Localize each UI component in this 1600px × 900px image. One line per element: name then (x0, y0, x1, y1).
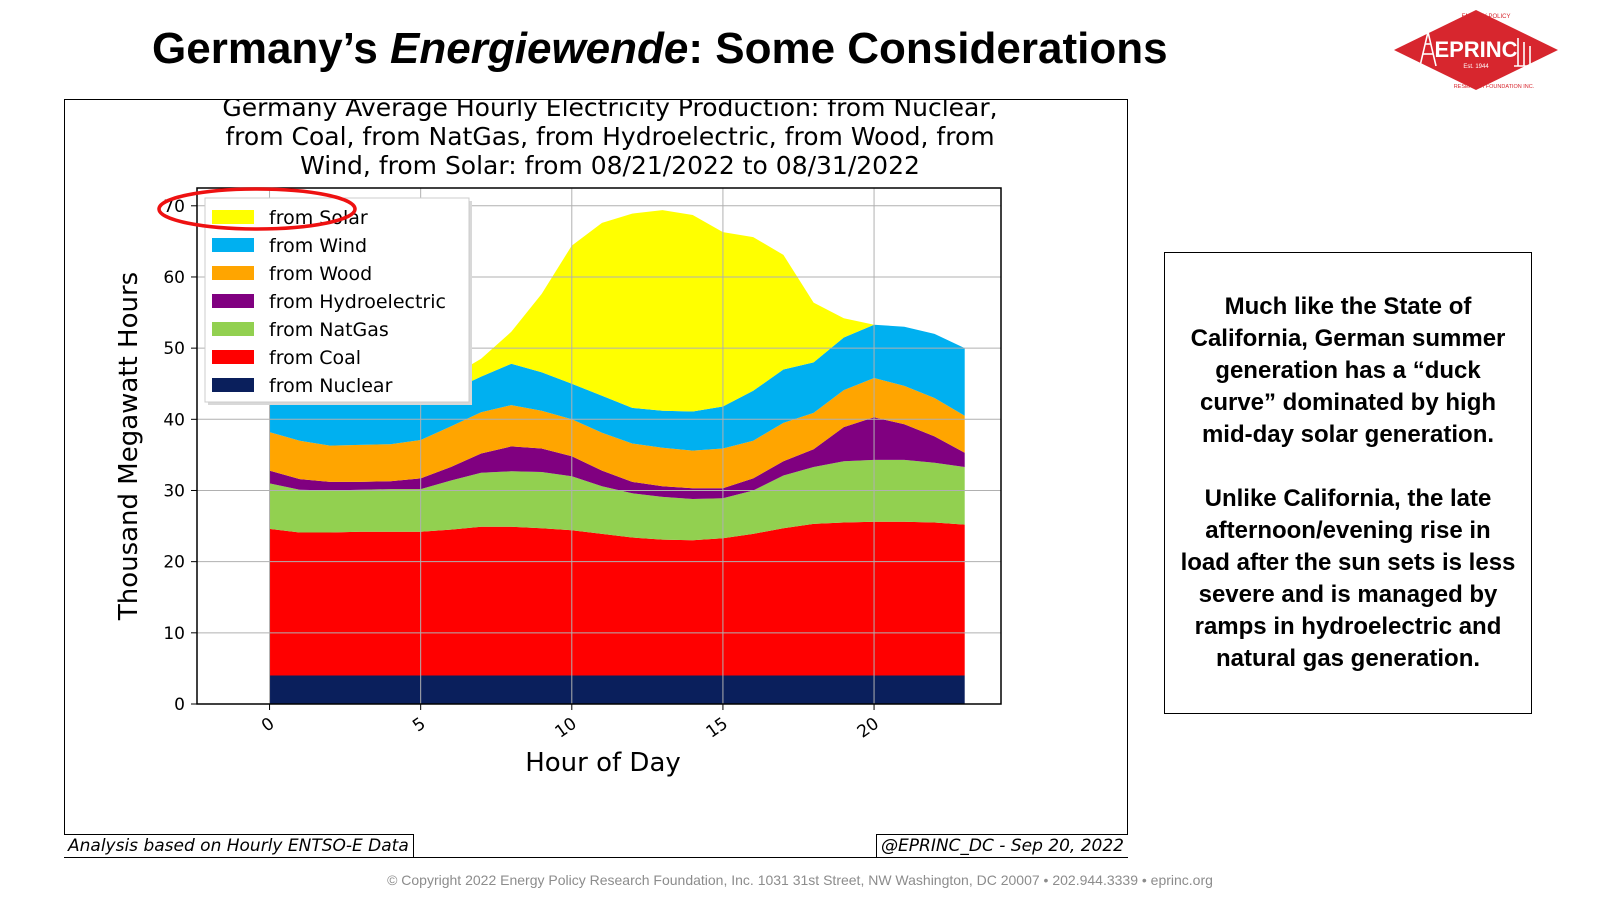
legend-swatch-from-wind (212, 238, 254, 252)
commentary-paragraph-1: Much like the State of California, Germa… (1190, 293, 1506, 448)
logo-est: Est. 1944 (1463, 64, 1489, 70)
x-tick-label-20: 20 (854, 714, 883, 743)
x-tick-label-0: 0 (258, 714, 278, 737)
area-from-natgas (269, 459, 965, 541)
area-from-coal (269, 521, 965, 676)
legend-swatch-from-solar (212, 210, 254, 224)
legend-label-from-nuclear: from Nuclear (269, 375, 393, 397)
commentary-box: Much like the State of California, Germa… (1164, 252, 1532, 714)
chart-title-line-2: from Coal, from NatGas, from Hydroelectr… (225, 122, 994, 151)
legend-label-from-natgas: from NatGas (269, 319, 389, 341)
slide-title-start: Germany’s (152, 24, 391, 73)
legend-label-from-wood: from Wood (269, 263, 372, 285)
legend-swatch-from-hydroelectric (212, 294, 254, 308)
y-axis-label: Thousand Megawatt Hours (114, 272, 144, 621)
y-tick-label-60: 60 (163, 268, 185, 288)
area-from-nuclear (269, 675, 965, 704)
x-axis-ticks: 0 5 10 15 20 (258, 704, 883, 743)
chart-title-line-1: Germany Average Hourly Electricity Produ… (222, 100, 997, 122)
x-tick-label-15: 15 (703, 714, 732, 743)
area-from-hydroelectric (269, 417, 965, 499)
legend-swatch-from-wood (212, 266, 254, 280)
x-axis-label: Hour of Day (525, 748, 681, 778)
y-tick-label-0: 0 (174, 695, 185, 715)
commentary-paragraph-2: Unlike California, the late afternoon/ev… (1180, 485, 1516, 672)
legend-swatch-from-coal (212, 350, 254, 364)
y-tick-label-30: 30 (163, 481, 185, 501)
legend-label-from-hydroelectric: from Hydroelectric (269, 291, 446, 313)
area-from-wood (269, 378, 965, 489)
chart-title-line-3: Wind, from Solar: from 08/21/2022 to 08/… (300, 151, 920, 180)
y-tick-label-20: 20 (163, 553, 185, 573)
chart-title: Germany Average Hourly Electricity Produ… (222, 100, 997, 180)
logo-ring-bottom: RESEARCH FOUNDATION INC. (1454, 84, 1535, 90)
chart-frame: Germany Average Hourly Electricity Produ… (64, 99, 1128, 858)
plot-frame (196, 187, 1002, 705)
slide-title-italic: Energiewende (390, 24, 689, 73)
slide-title-end: : Some Considerations (688, 24, 1168, 73)
stacked-areas (269, 210, 965, 704)
footnote-data-source: Analysis based on Hourly ENTSO-E Data (64, 834, 414, 857)
copyright-footer: © Copyright 2022 Energy Policy Research … (387, 872, 1213, 888)
legend-label-from-wind: from Wind (269, 235, 367, 257)
oil-derrick-icon (1419, 31, 1437, 67)
legend-label-from-solar: from Solar (269, 207, 368, 229)
chart-legend: from Solar from Wind from Wood from Hydroel… (204, 197, 472, 405)
power-plant-icon (1514, 38, 1536, 67)
legend-swatch-from-natgas (212, 322, 254, 336)
legend-label-from-coal: from Coal (269, 347, 361, 369)
eprinc-logo: ENERGY POLICY EPRINC Est. 1944 RESEARCH … (1394, 10, 1558, 90)
footnote-attribution: @EPRINC_DC - Sep 20, 2022 (876, 834, 1128, 857)
chart-svg: Germany Average Hourly Electricity Produ… (114, 100, 1002, 778)
x-tick-label-10: 10 (551, 714, 580, 743)
x-tick-label-5: 5 (409, 714, 429, 737)
slide-title: Germany’s Energiewende: Some Considerati… (152, 24, 1168, 74)
logo-diamond (1394, 10, 1558, 90)
solar-highlight-ellipse (157, 187, 357, 231)
y-tick-label-40: 40 (163, 410, 185, 430)
legend-swatch-from-nuclear (212, 378, 254, 392)
logo-ring-top: ENERGY POLICY (1462, 14, 1511, 20)
logo-name: EPRINC (1434, 37, 1517, 62)
y-tick-label-10: 10 (163, 624, 185, 644)
area-from-solar (269, 210, 965, 412)
y-tick-label-50: 50 (163, 339, 185, 359)
